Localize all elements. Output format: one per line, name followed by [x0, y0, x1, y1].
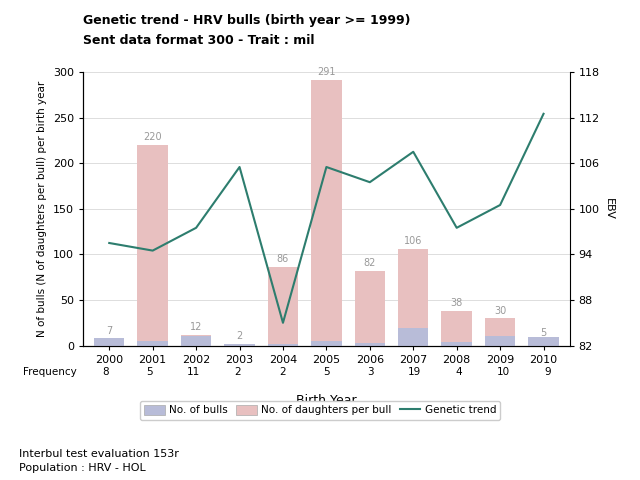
Text: 86: 86 [277, 254, 289, 264]
Text: 8: 8 [102, 367, 109, 377]
Y-axis label: EBV: EBV [604, 198, 614, 220]
Text: 11: 11 [187, 367, 200, 377]
Bar [181, 336, 211, 346]
Text: 9: 9 [544, 367, 551, 377]
Text: Interbul test evaluation 153r: Interbul test evaluation 153r [19, 449, 179, 459]
Bar [268, 344, 298, 346]
Text: 30: 30 [494, 305, 506, 315]
Bar [442, 311, 472, 346]
Text: 5: 5 [540, 328, 547, 338]
Bar [355, 271, 385, 346]
Bar [311, 80, 342, 346]
Text: Genetic trend - HRV bulls (birth year >= 1999): Genetic trend - HRV bulls (birth year >=… [83, 14, 411, 27]
Text: Birth Year: Birth Year [296, 394, 356, 408]
Text: 4: 4 [456, 367, 462, 377]
Bar [398, 328, 428, 346]
Text: 5: 5 [146, 367, 153, 377]
Bar [94, 339, 124, 346]
Text: 82: 82 [364, 258, 376, 268]
Bar [529, 341, 559, 346]
Bar [398, 249, 428, 346]
Text: 2: 2 [236, 331, 243, 341]
Bar [268, 267, 298, 346]
Text: 2: 2 [235, 367, 241, 377]
Bar [485, 336, 515, 346]
Text: 2: 2 [279, 367, 285, 377]
Text: Population : HRV - HOL: Population : HRV - HOL [19, 463, 146, 473]
Bar [311, 341, 342, 346]
Text: 38: 38 [451, 298, 463, 308]
Text: 12: 12 [190, 322, 202, 332]
Text: Frequency: Frequency [23, 367, 77, 377]
Text: Sent data format 300 - Trait : mil: Sent data format 300 - Trait : mil [83, 34, 315, 47]
Bar [485, 318, 515, 346]
Bar [181, 335, 211, 346]
Text: 5: 5 [323, 367, 330, 377]
Text: 3: 3 [367, 367, 374, 377]
Y-axis label: N of bulls (N of daughters per bull) per birth year: N of bulls (N of daughters per bull) per… [38, 81, 47, 337]
Bar [355, 343, 385, 346]
Text: 291: 291 [317, 68, 335, 77]
Bar [138, 145, 168, 346]
Text: 19: 19 [408, 367, 422, 377]
Text: 106: 106 [404, 236, 422, 246]
Text: 220: 220 [143, 132, 162, 142]
Text: 7: 7 [106, 326, 113, 336]
Bar [138, 341, 168, 346]
Bar [442, 342, 472, 346]
Text: 10: 10 [497, 367, 510, 377]
Legend: No. of bulls, No. of daughters per bull, Genetic trend: No. of bulls, No. of daughters per bull,… [140, 401, 500, 420]
Bar [94, 338, 124, 346]
Bar [529, 337, 559, 346]
Bar [225, 344, 255, 346]
Bar [225, 344, 255, 346]
